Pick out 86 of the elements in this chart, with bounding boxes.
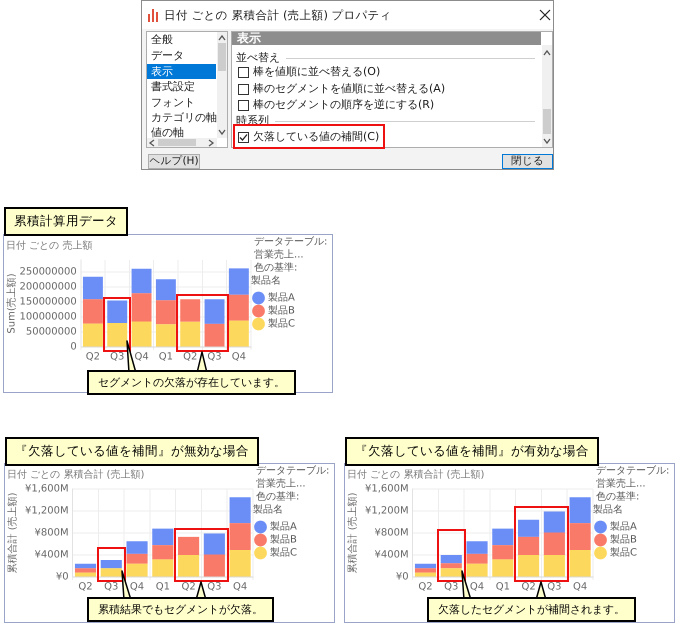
legend-label: 製品C [270,546,298,559]
y-tick-label: 200000000 [19,282,77,293]
button: ヘルプ(H) [148,154,200,169]
text: 欠落している値の補間(C) [253,130,380,144]
x-tick-label: Q3 [207,352,222,363]
text: 全般 [150,32,174,46]
x-tick-label: Q3 [547,582,562,593]
button: 閉じる [502,154,553,169]
y-tick-label: ¥400M [34,550,69,561]
text: データテーブル: [256,464,330,477]
text: フォント [150,94,196,110]
chart-title: 『欠落している値を補間』が無効な場合 [5,437,259,466]
legend-label: 製品B [610,534,638,546]
chart-title: 『欠落している値を補間』が有効な場合 [345,437,599,466]
y-axis-title: 累積合計 (売上額) [6,492,19,574]
text: 営業売上... [256,478,306,490]
y-axis-title: Sum(売上額) [6,273,18,334]
y-tick-label: ¥0 [396,572,409,583]
legend-title: 製品名 [251,274,282,287]
chart-subtitle: 日付 ごとの 累積合計 (売上額) [347,468,484,481]
y-tick-label: ¥1,200M [24,506,69,517]
x-tick-label: Q4 [470,582,484,593]
text: カテゴリの軸 [150,110,217,124]
text: 書式設定 [150,78,196,94]
text: 並べ替え [236,51,280,65]
text: 値の軸 [150,124,185,140]
x-tick-label: Q2 [78,582,93,593]
x-tick-label: Q3 [110,352,124,363]
x-tick-label: Q3 [444,582,458,593]
x-tick-label: Q2 [86,352,100,363]
legend-label: 製品A [268,292,296,304]
y-tick-label: ¥400M [374,550,409,561]
legend-label: 製品C [268,318,296,330]
legend-title: 製品名 [253,504,284,516]
text: セグメントの欠落が存在しています。 [87,370,296,395]
text: 表示 [147,64,216,78]
text: 欠落したセグメントが補間されます。 [427,597,636,622]
text: 棒のセグメントの順序を逆にする(R) [253,98,434,112]
legend-label: 製品A [610,520,638,533]
y-tick-label: ¥0 [56,572,69,583]
text: 累積結果でもセグメントが欠落。 [87,597,274,622]
y-tick-label: 50000000 [26,326,77,338]
x-tick-label: Q1 [158,352,173,363]
text: データテーブル: [596,464,670,477]
chart-title: 累積計算用データ [4,207,128,236]
legend-title: 製品名 [593,504,624,516]
y-axis-title: 累積合計 (売上額) [346,492,359,574]
x-tick-label: Q4 [573,582,588,593]
y-tick-label: ¥1,600M [364,484,409,495]
text: 色の基準: [256,490,300,503]
x-tick-label: Q3 [207,582,222,593]
legend-label: 製品B [268,304,296,317]
text: 色の基準: [254,262,298,274]
y-tick-label: 0 [70,342,77,353]
x-tick-label: Q1 [496,582,510,593]
text: 色の基準: [596,490,640,503]
chart-subtitle: 日付 ごとの 累積合計 (売上額) [7,468,144,481]
y-tick-label: 100000000 [19,312,77,323]
x-tick-label: Q2 [181,582,196,593]
y-tick-label: 250000000 [19,266,77,278]
text: 営業売上... [596,478,646,490]
text: 棒を値順に並べ替える(O) [253,65,380,79]
legend-label: 製品A [270,520,298,533]
x-tick-label: Q4 [134,352,149,363]
x-tick-label: Q4 [232,352,246,363]
legend-label: 製品C [610,546,638,559]
y-tick-label: ¥800M [34,528,69,539]
text: 表示 [237,31,261,45]
text: データテーブル: [254,236,328,248]
legend-label: 製品B [270,534,298,546]
text: 棒のセグメントを値順に並べ替える(A) [253,82,446,96]
text: データ [150,48,185,62]
x-tick-label: Q2 [521,582,536,593]
text: 営業売上... [254,248,304,261]
x-tick-label: Q2 [183,352,198,363]
x-tick-label: Q4 [130,582,144,593]
x-tick-label: Q1 [156,582,170,593]
chart-subtitle: 日付 ごとの 売上額 [6,240,92,252]
x-tick-label: Q4 [233,582,248,593]
y-tick-label: 150000000 [19,296,77,308]
x-tick-label: Q2 [418,582,433,593]
y-tick-label: ¥1,600M [24,484,69,495]
y-tick-label: ¥800M [374,528,409,539]
text: 日付 ごとの 累積合計 (売上額) プロパティ [164,8,392,22]
y-tick-label: ¥1,200M [364,506,409,517]
x-tick-label: Q3 [104,582,118,593]
